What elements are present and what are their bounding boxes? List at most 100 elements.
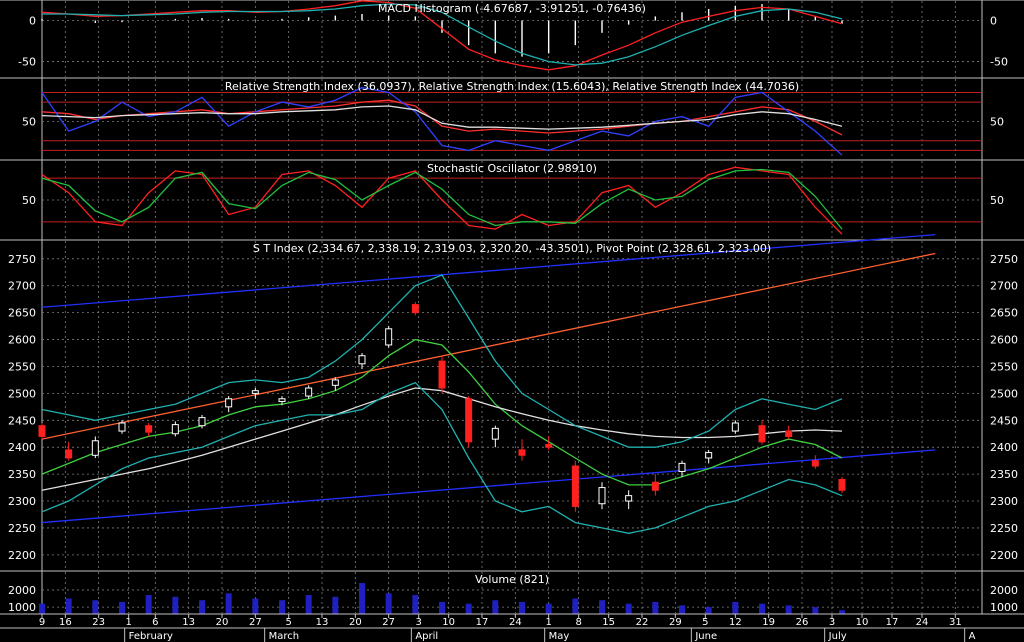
x-tick-label: 9 [39,617,45,628]
x-tick-label: 8 [575,617,581,628]
candle-body [171,424,179,435]
candle-body [65,449,73,459]
trendline [41,233,936,308]
volume-bar [705,607,712,614]
chart-panels: 0 0 -50 -50 MACD Histogram (-4.67687, -3.912… [0,0,1024,615]
candle-body [411,304,419,314]
candle-body [118,422,126,432]
x-tick-label: 5 [285,617,291,628]
y-tick-label-right: 2000 [990,584,1018,597]
x-tick-label: 22 [636,617,649,628]
volume-bar [652,601,659,614]
panel-title: Relative Strength Index (36.0937), Relat… [225,80,799,93]
x-tick-label: 17 [886,617,899,628]
volume-bar [439,601,445,614]
volume-bar [572,598,579,614]
volume-bar [545,603,552,614]
volume-bar [359,583,365,614]
y-tick-label-left: 2550 [8,360,36,373]
panel-title: Volume (821) [475,573,549,586]
y-tick-label-left: 0 [29,15,36,28]
candle-body [145,425,153,433]
y-tick-label-left: 2250 [8,522,36,535]
y-tick-label-right: 2550 [990,360,1018,373]
y-tick-label-right: 2200 [990,549,1018,562]
y-tick-label-right: 2250 [990,522,1018,535]
volume-bar [332,596,339,614]
y-tick-label-left: 2650 [8,307,36,320]
y-tick-label-right: 2500 [990,387,1018,400]
x-tick-label: 15 [602,617,615,628]
candle-body [331,379,339,386]
y-tick-label-left: 2500 [8,387,36,400]
series-line [41,274,843,448]
candle-body [811,460,819,467]
volume-bar [812,607,819,614]
panel-title: Stochastic Oscillator (2.98910) [427,162,597,175]
x-axis: 9 16 23 1 6 13 20 27 5 13 20 27 3 10 17 24 1 8 15 22 29 5 12 19… [0,613,1024,642]
y-tick-label-right: 2450 [990,414,1018,427]
y-tick-label-left: 2000 [8,584,36,597]
month-label: February [129,631,173,642]
volume-bar [412,595,419,614]
x-tick-label: 1 [545,617,551,628]
candle-body [305,387,313,397]
y-tick-label-right: -50 [990,56,1008,69]
y-tick-label-right: 2750 [990,253,1018,266]
volume-bar [492,600,499,614]
x-tick-label: 13 [182,617,195,628]
volume-bar [119,601,125,614]
month-label: A [969,631,976,642]
y-tick-label-left: 50 [22,115,36,128]
volume-bar [252,598,259,614]
stochastic-panel: 50 50 Stochastic Oscillator (2.98910) [0,159,1024,241]
x-tick-label: 10 [856,617,869,628]
volume-bar [465,603,472,614]
x-tick-label: 10 [442,617,455,628]
y-tick-label-left: 2700 [8,280,36,293]
volume-bar [305,595,312,614]
volume-bar [759,603,765,614]
volume-bar [732,601,739,614]
x-tick-label: 27 [382,617,395,628]
x-tick-label: 1 [125,617,131,628]
x-tick-label: 26 [796,617,809,628]
x-tick-label: 13 [316,617,329,628]
candle-body [625,495,633,502]
y-tick-label-right: 2400 [990,441,1018,454]
candle-body [465,398,473,443]
candle-body [251,390,259,394]
x-tick-label: 29 [669,617,682,628]
series-line [41,166,843,235]
x-tick-label: 24 [916,617,929,628]
candle-body [651,481,659,491]
month-label: March [269,631,299,642]
candle-body [91,440,99,456]
candle-body [758,425,766,443]
x-tick-label: 20 [349,617,362,628]
month-label: June [694,631,717,642]
trendline [41,449,936,524]
volume-bar [519,601,525,614]
y-tick-label-left: 2300 [8,495,36,508]
macd-panel: 0 0 -50 -50 MACD Histogram (-4.67687, -3.912… [0,0,1024,79]
y-tick-label-left: 2400 [8,441,36,454]
y-tick-label-right: 50 [990,194,1004,207]
y-tick-label-right: 1000 [990,601,1018,614]
candle-body [731,422,739,432]
trendline [41,252,936,440]
candle-body [678,462,686,472]
x-tick-label: 17 [476,617,489,628]
y-tick-label-left: 50 [22,194,36,207]
x-tick-label: 19 [762,617,775,628]
series-line [42,3,843,66]
panel-title: MACD Histogram (-4.67687, -3.91251, -0.7… [378,2,646,15]
candle-body [518,449,526,456]
candle-body [598,487,606,505]
x-tick-label: 3 [415,617,421,628]
volume-bar [145,595,152,614]
x-tick-label: 20 [216,617,229,628]
x-tick-label: 6 [152,617,158,628]
